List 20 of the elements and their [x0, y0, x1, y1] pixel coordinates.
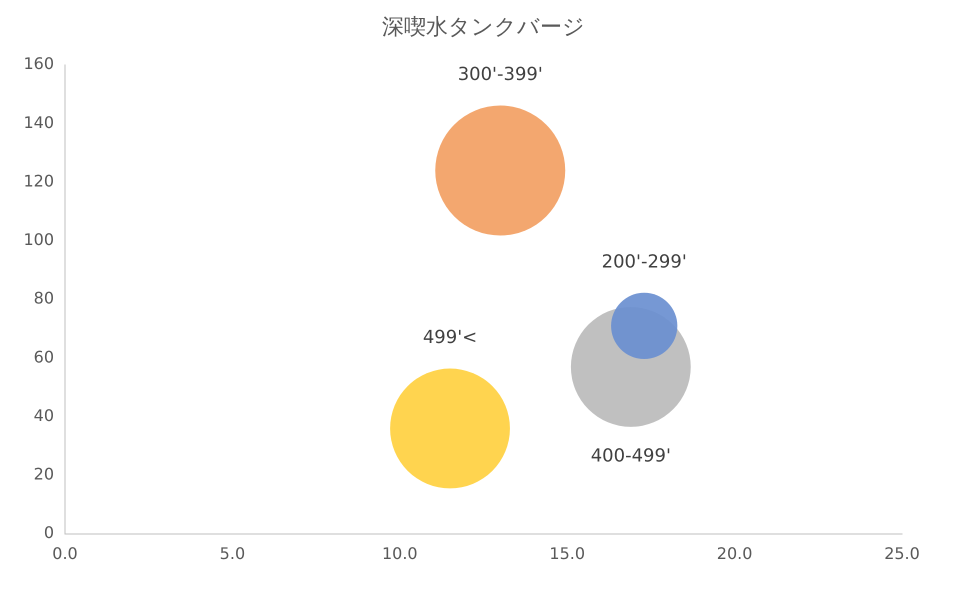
- y-tick-label: 80: [34, 288, 54, 308]
- series-label: 200'-299': [602, 251, 687, 272]
- y-tick-label: 140: [23, 112, 54, 132]
- x-tick-label: 25.0: [884, 544, 920, 563]
- y-tick-label: 120: [23, 171, 54, 190]
- series-label: 300'-399': [458, 64, 543, 86]
- y-tick-label: 40: [34, 406, 54, 425]
- x-tick-label: 5.0: [220, 544, 246, 563]
- series-label: 499'<: [422, 327, 478, 348]
- y-tick-label: 20: [34, 464, 54, 484]
- x-tick-label: 15.0: [549, 544, 586, 563]
- x-tick-label: 20.0: [716, 544, 752, 563]
- y-tick-label: 100: [23, 230, 54, 250]
- series-label: 400-499': [590, 446, 671, 467]
- chart-title: 深喫水タンクバージ: [381, 14, 586, 42]
- x-tick-label: 0.0: [52, 544, 78, 563]
- y-tick-label: 160: [23, 54, 54, 74]
- x-tick-label: 10.0: [382, 544, 418, 563]
- y-tick-label: 60: [34, 347, 54, 366]
- y-tick-label: 0: [44, 523, 54, 542]
